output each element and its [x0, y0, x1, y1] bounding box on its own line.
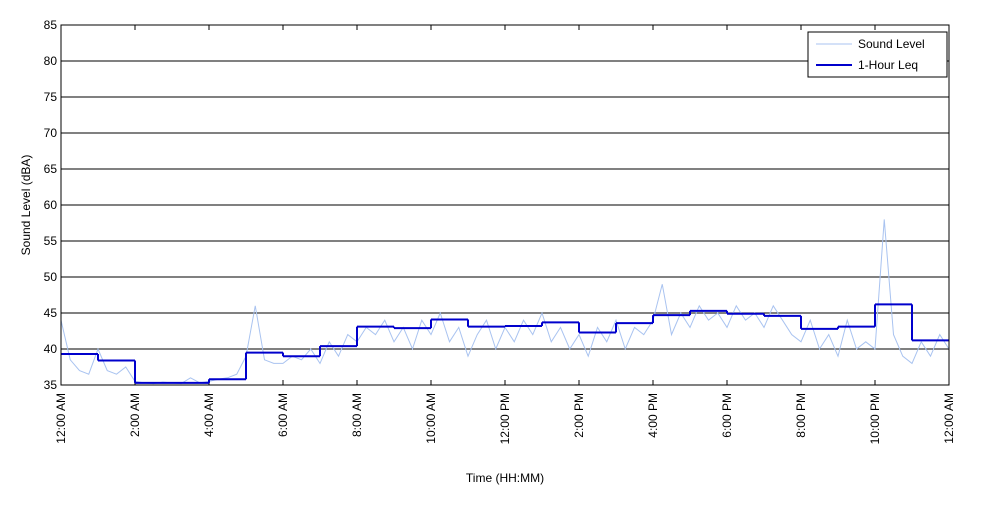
y-tick-label: 70 — [44, 126, 58, 140]
y-tick-label: 75 — [44, 90, 58, 104]
plot-frame — [60, 24, 950, 386]
y-tick-label: 35 — [44, 378, 58, 392]
x-tick-label: 8:00 PM — [794, 393, 808, 438]
legend-label: Sound Level — [858, 37, 925, 51]
x-tick-label: 6:00 PM — [720, 393, 734, 438]
y-tick-label: 85 — [44, 18, 58, 32]
x-tick-label: 2:00 AM — [128, 393, 142, 437]
x-tick-label: 8:00 AM — [350, 393, 364, 437]
y-tick-label: 45 — [44, 306, 58, 320]
y-tick-label: 50 — [44, 270, 58, 284]
legend-box — [807, 31, 948, 78]
y-tick-label: 65 — [44, 162, 58, 176]
x-tick-label: 10:00 PM — [868, 393, 882, 444]
x-tick-label: 2:00 PM — [572, 393, 586, 438]
x-tick-label: 4:00 PM — [646, 393, 660, 438]
y-tick-label: 55 — [44, 234, 58, 248]
x-axis-title: Time (HH:MM) — [466, 471, 544, 485]
y-tick-label: 60 — [44, 198, 58, 212]
legend-label: 1-Hour Leq — [858, 58, 918, 72]
x-tick-label: 12:00 PM — [498, 393, 512, 444]
x-tick-label: 12:00 AM — [54, 393, 68, 444]
legend: Sound Level 1-Hour Leq — [807, 31, 948, 78]
y-tick-label: 40 — [44, 342, 58, 356]
x-tick-label: 4:00 AM — [202, 393, 216, 437]
x-tick-label: 6:00 AM — [276, 393, 290, 437]
y-tick-label: 80 — [44, 54, 58, 68]
x-tick-label: 10:00 AM — [424, 393, 438, 444]
y-axis-title: Sound Level (dBA) — [19, 155, 33, 256]
x-tick-label: 12:00 AM — [942, 393, 956, 444]
